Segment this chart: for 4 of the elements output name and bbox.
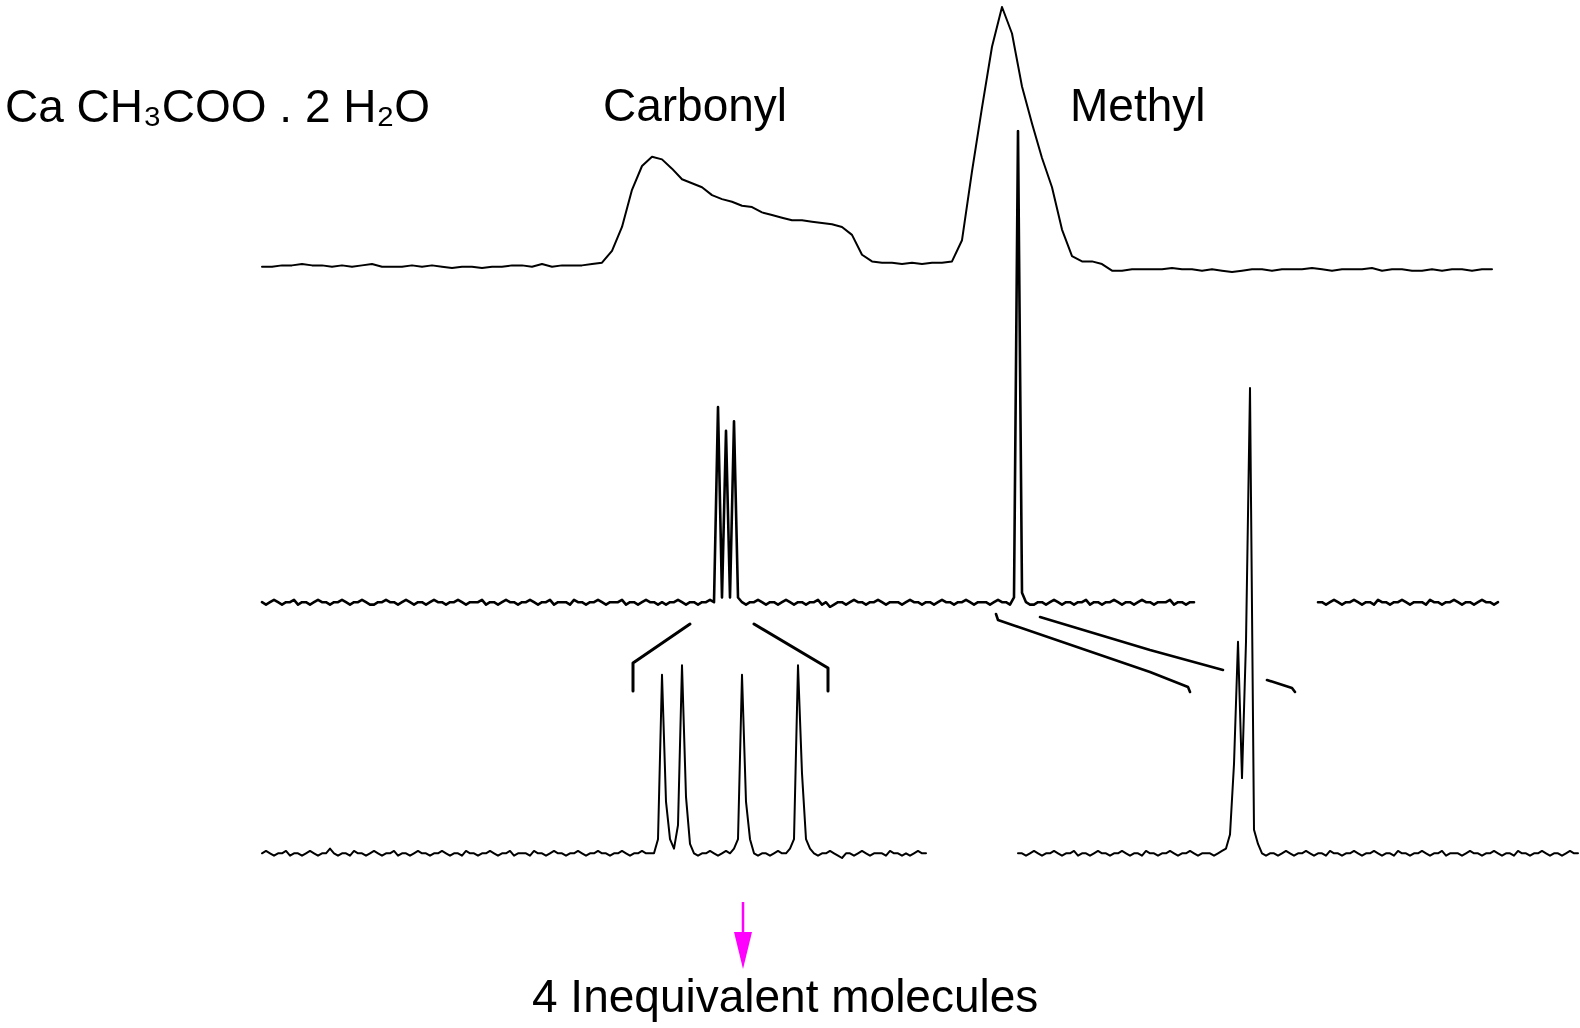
annotation: Methyl bbox=[1070, 79, 1206, 131]
text: Ca CH₃COO . 2 H₂O bbox=[5, 80, 431, 132]
annotation: Carbonyl bbox=[603, 79, 788, 131]
text: 4 Inequivalent molecules bbox=[532, 970, 1039, 1022]
